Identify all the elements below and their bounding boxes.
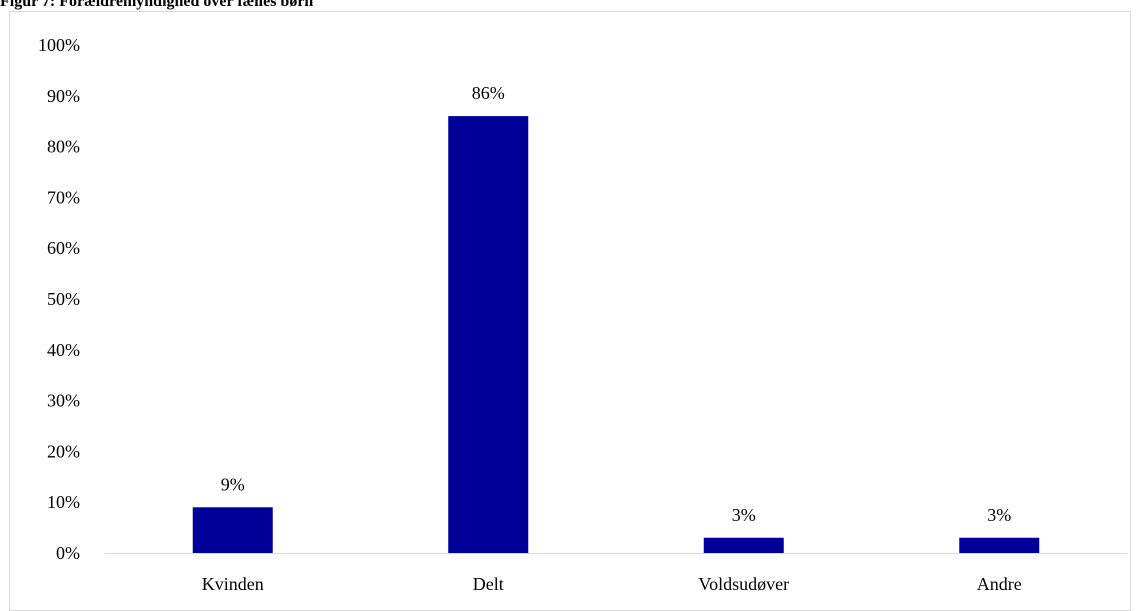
bar bbox=[703, 537, 784, 553]
y-tick-label: 100% bbox=[38, 35, 80, 55]
y-tick-label: 90% bbox=[47, 86, 80, 106]
x-axis: Kvinden Delt Voldsudøver Andre bbox=[202, 574, 1022, 594]
data-labels-group: 9% 86% 3% 3% bbox=[221, 83, 1012, 525]
y-tick-label: 50% bbox=[47, 289, 80, 309]
data-label: 86% bbox=[472, 83, 505, 103]
y-tick-label: 20% bbox=[47, 441, 80, 461]
y-tick-label: 30% bbox=[47, 391, 80, 411]
bar bbox=[959, 537, 1040, 553]
y-axis: 0% 10% 20% 30% 40% 50% 60% 70% 80% 90% 100% bbox=[38, 35, 80, 563]
y-tick-label: 40% bbox=[47, 340, 80, 360]
bar bbox=[192, 507, 273, 553]
x-tick-label: Kvinden bbox=[202, 574, 264, 594]
x-tick-label: Andre bbox=[977, 574, 1022, 594]
data-label: 3% bbox=[732, 505, 756, 525]
y-tick-label: 60% bbox=[47, 238, 80, 258]
y-tick-label: 70% bbox=[47, 187, 80, 207]
y-tick-label: 0% bbox=[56, 543, 80, 563]
x-tick-label: Voldsudøver bbox=[698, 574, 789, 594]
y-tick-label: 10% bbox=[47, 492, 80, 512]
y-tick-label: 80% bbox=[47, 137, 80, 157]
bar bbox=[448, 116, 529, 554]
x-tick-label: Delt bbox=[473, 574, 504, 594]
data-label: 3% bbox=[987, 505, 1011, 525]
bars-group bbox=[192, 116, 1040, 554]
data-label: 9% bbox=[221, 474, 245, 494]
chart-title: Figur 7: Forældremyndighed over fælles b… bbox=[0, 0, 314, 10]
